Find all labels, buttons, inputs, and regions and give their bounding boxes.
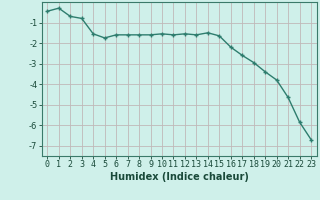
X-axis label: Humidex (Indice chaleur): Humidex (Indice chaleur)	[110, 172, 249, 182]
